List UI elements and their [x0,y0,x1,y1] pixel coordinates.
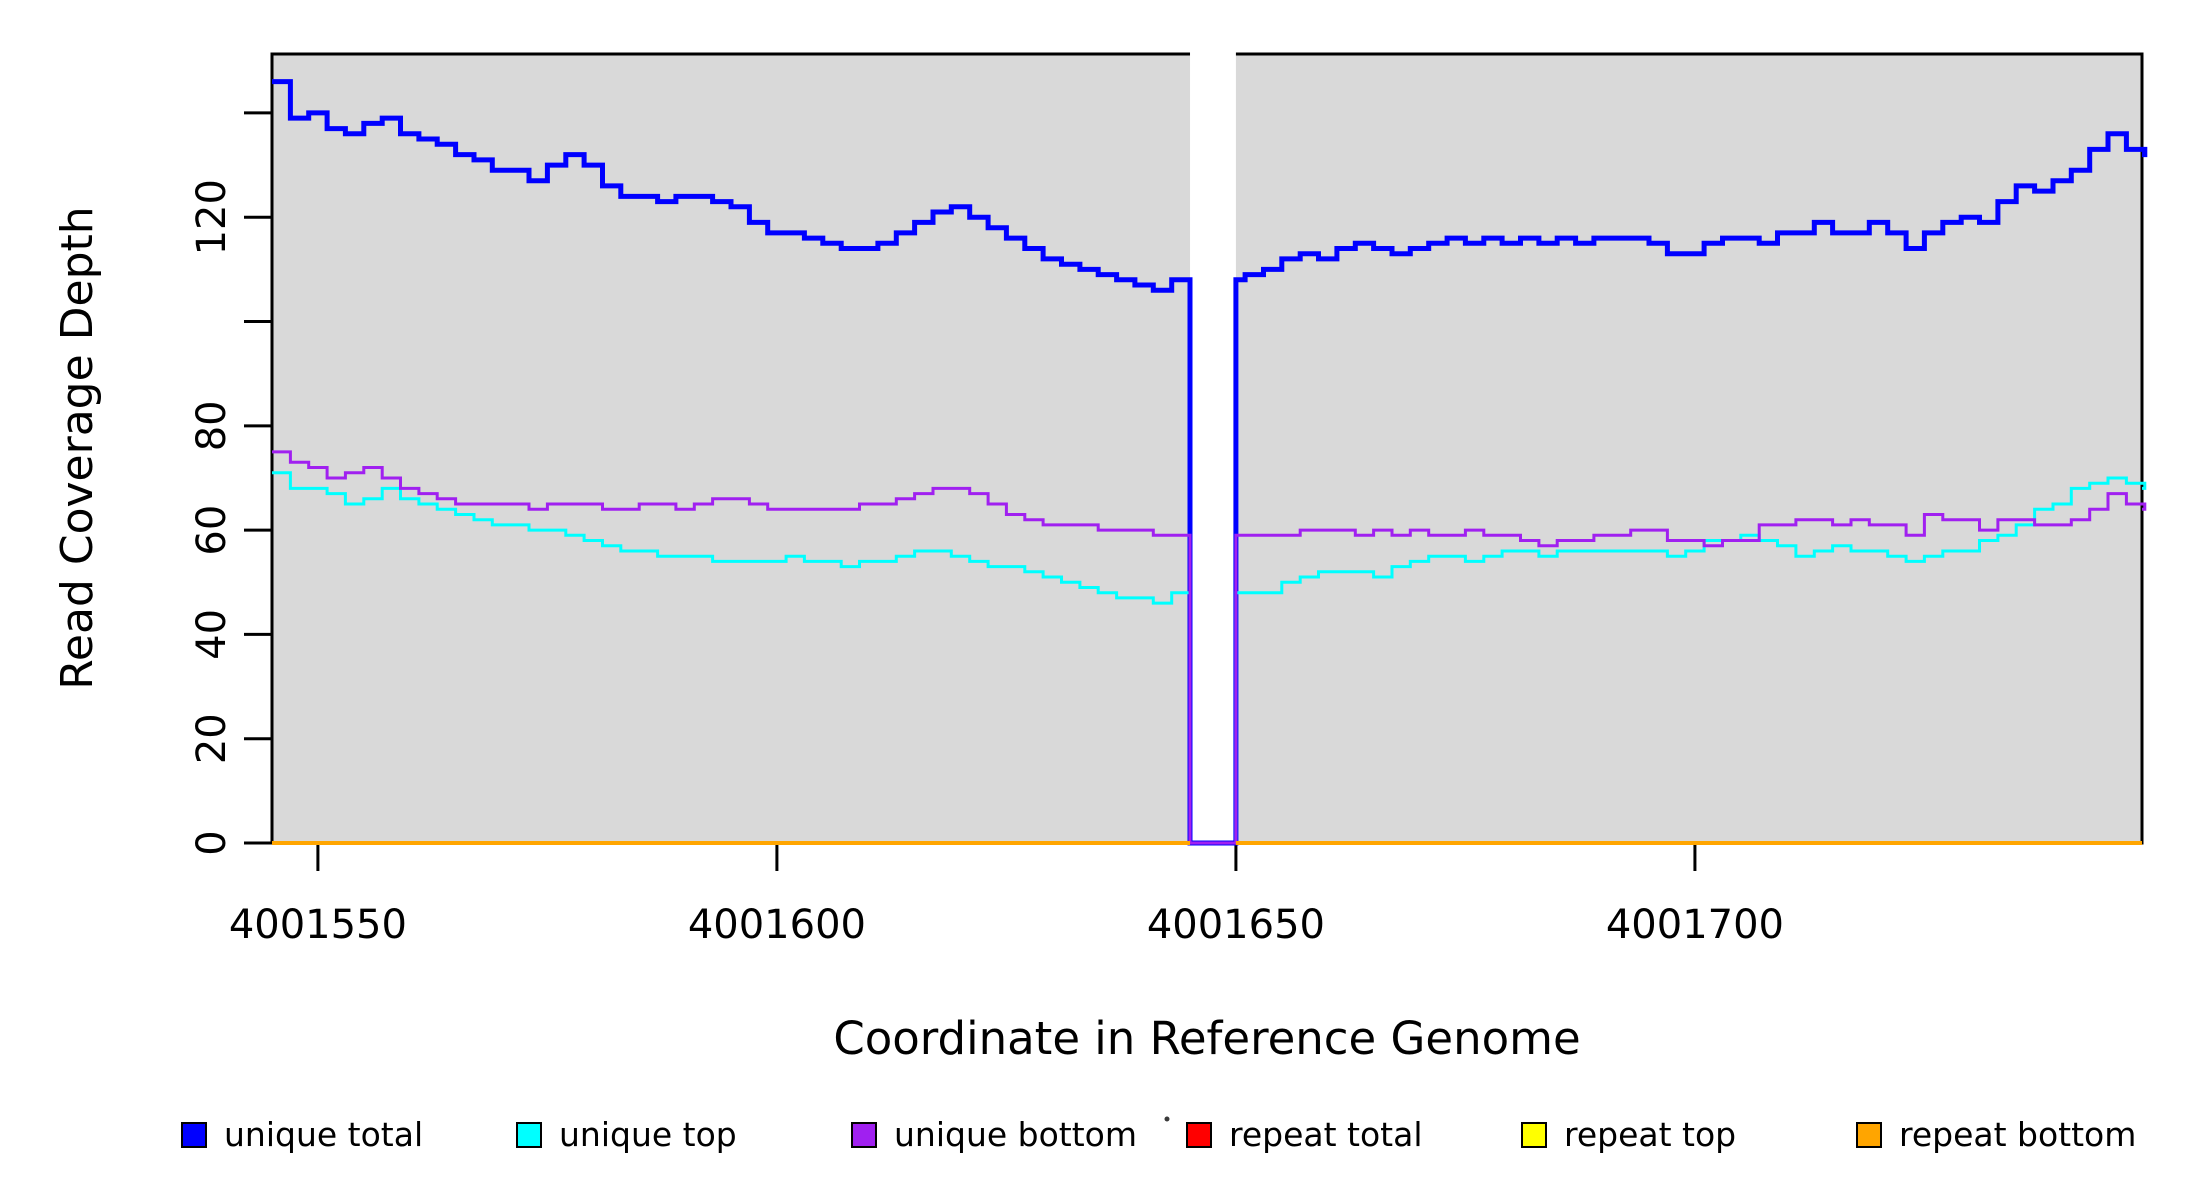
y-tick-label: 120 [189,179,235,255]
legend-swatch-unique-top [516,1122,542,1148]
legend-swatch-unique-total [181,1122,207,1148]
legend-label: unique top [559,1115,737,1154]
y-axis-title: Read Coverage Depth [52,206,103,690]
x-axis-title: Coordinate in Reference Genome [833,1012,1581,1065]
y-tick-label: 0 [189,830,235,855]
legend-item-unique-bottom: unique bottom [851,1115,1137,1154]
legend-swatch-unique-bottom [851,1122,877,1148]
stray-dot [1164,1116,1170,1122]
y-tick-label: 20 [189,713,235,764]
series-line-unique-bottom [272,450,2147,845]
legend-swatch-repeat-bottom [1856,1122,1882,1148]
x-tick-label: 4001700 [1606,902,1784,948]
y-tick-label: 80 [189,400,235,451]
legend-item-unique-total: unique total [181,1115,423,1154]
legend-label: repeat top [1564,1115,1736,1154]
legend-item-repeat-total: repeat total [1186,1115,1423,1154]
legend-item-repeat-top: repeat top [1521,1115,1736,1154]
x-tick-label: 4001550 [229,902,407,948]
legend-swatch-repeat-top [1521,1122,1547,1148]
y-tick-label: 60 [189,505,235,556]
x-tick-label: 4001650 [1147,902,1325,948]
x-tick-label: 4001600 [688,902,866,948]
legend-item-repeat-bottom: repeat bottom [1856,1115,2136,1154]
legend-swatch-repeat-total [1186,1122,1212,1148]
legend-label: unique bottom [894,1115,1137,1154]
y-tick-label: 40 [189,609,235,660]
legend-label: repeat bottom [1899,1115,2136,1154]
legend-label: repeat total [1229,1115,1423,1154]
legend-item-unique-top: unique top [516,1115,737,1154]
legend-label: unique total [224,1115,423,1154]
no-data-gap-band [1190,52,1236,845]
